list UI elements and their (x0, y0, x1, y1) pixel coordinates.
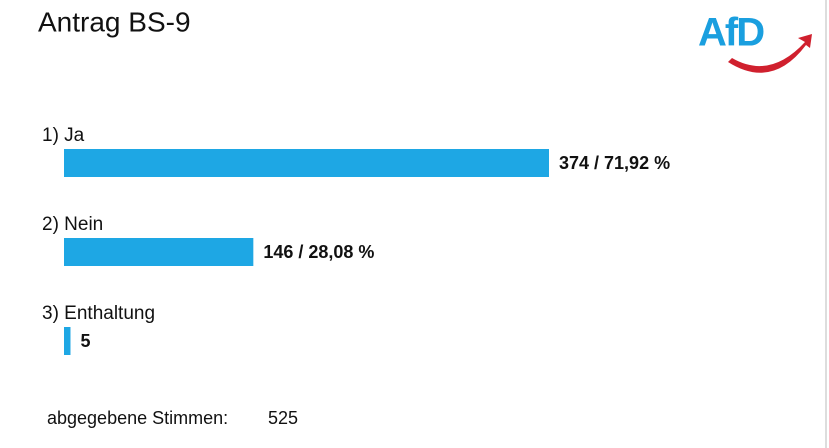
logo-swoosh (728, 34, 812, 73)
bar (64, 149, 549, 177)
total-label: abgegebene Stimmen: (47, 408, 228, 428)
logo: AfD (698, 11, 764, 55)
value-label: 374 / 71,92 % (559, 153, 670, 173)
value-label: 5 (80, 331, 90, 351)
category-label: 3) Enthaltung (42, 303, 155, 324)
category-label: 2) Nein (42, 214, 103, 235)
bar (64, 327, 71, 355)
bar (64, 238, 254, 266)
total: 525 (268, 408, 298, 428)
chart-title: Antrag BS-9 (38, 6, 191, 37)
category-label: 1) Ja (42, 125, 85, 146)
value-label: 146 / 28,08 % (263, 242, 374, 262)
